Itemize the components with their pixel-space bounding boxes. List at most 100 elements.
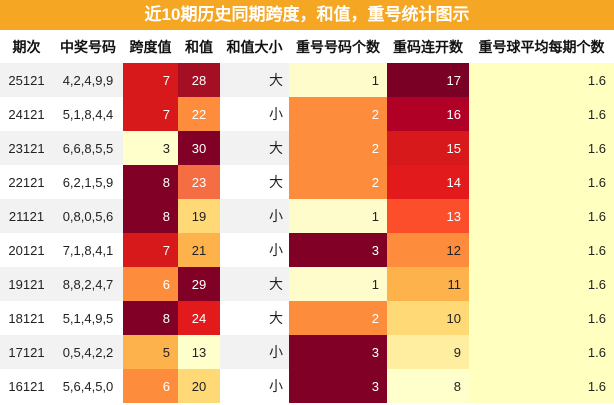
average-cell: 1.6 [469, 335, 614, 369]
repeat-count-cell: 2 [289, 165, 387, 199]
table-row: 18121 5,1,4,9,5 8 24 大 2 10 1.6 [0, 301, 614, 335]
span-cell: 6 [123, 267, 178, 301]
sum-size-cell: 大 [220, 63, 289, 97]
header-numbers: 中奖号码 [60, 38, 116, 55]
repeat-count-cell: 1 [289, 63, 387, 97]
average-cell: 1.6 [469, 301, 614, 335]
consecutive-cell: 9 [387, 335, 469, 369]
header-average: 重号球平均每期个数 [478, 38, 605, 55]
sum-cell: 19 [178, 199, 220, 233]
repeat-count-cell: 2 [289, 301, 387, 335]
consecutive-cell: 8 [387, 369, 469, 403]
span-cell: 7 [123, 233, 178, 267]
average-cell: 1.6 [469, 369, 614, 403]
header-issue: 期次 [12, 38, 41, 55]
issue-cell: 22121 [0, 165, 53, 199]
span-cell: 7 [123, 63, 178, 97]
table-row: 19121 8,8,2,4,7 6 29 大 1 11 1.6 [0, 267, 614, 301]
header-repeat-count: 重号号码个数 [296, 38, 380, 55]
numbers-cell: 8,8,2,4,7 [53, 267, 123, 301]
average-cell: 1.6 [469, 267, 614, 301]
sum-size-cell: 大 [220, 267, 289, 301]
issue-cell: 25121 [0, 63, 53, 97]
span-cell: 5 [123, 335, 178, 369]
issue-cell: 16121 [0, 369, 53, 403]
span-cell: 3 [123, 131, 178, 165]
repeat-count-cell: 3 [289, 369, 387, 403]
header-row: 期次 中奖号码 跨度值 和值 和值大小 重号号码个数 重码连开数 重号球平均每期… [0, 30, 614, 63]
issue-cell: 23121 [0, 131, 53, 165]
header-sum-size: 和值大小 [226, 38, 283, 55]
average-cell: 1.6 [469, 131, 614, 165]
span-cell: 7 [123, 97, 178, 131]
consecutive-cell: 11 [387, 267, 469, 301]
sum-cell: 30 [178, 131, 220, 165]
consecutive-cell: 14 [387, 165, 469, 199]
sum-size-cell: 小 [220, 369, 289, 403]
sum-size-cell: 小 [220, 335, 289, 369]
table-row: 24121 5,1,8,4,4 7 22 小 2 16 1.6 [0, 97, 614, 131]
repeat-count-cell: 1 [289, 199, 387, 233]
average-cell: 1.6 [469, 233, 614, 267]
issue-cell: 20121 [0, 233, 53, 267]
consecutive-cell: 16 [387, 97, 469, 131]
sum-size-cell: 小 [220, 199, 289, 233]
average-cell: 1.6 [469, 199, 614, 233]
sum-cell: 23 [178, 165, 220, 199]
table-row: 23121 6,6,8,5,5 3 30 大 2 15 1.6 [0, 131, 614, 165]
sum-cell: 13 [178, 335, 220, 369]
consecutive-cell: 12 [387, 233, 469, 267]
sum-size-cell: 大 [220, 131, 289, 165]
repeat-count-cell: 2 [289, 97, 387, 131]
issue-cell: 19121 [0, 267, 53, 301]
issue-cell: 18121 [0, 301, 53, 335]
sum-cell: 28 [178, 63, 220, 97]
sum-size-cell: 小 [220, 97, 289, 131]
numbers-cell: 6,6,8,5,5 [53, 131, 123, 165]
issue-cell: 21121 [0, 199, 53, 233]
sum-size-cell: 小 [220, 233, 289, 267]
table-row: 22121 6,2,1,5,9 8 23 大 2 14 1.6 [0, 165, 614, 199]
average-cell: 1.6 [469, 165, 614, 199]
numbers-cell: 6,2,1,5,9 [53, 165, 123, 199]
consecutive-cell: 10 [387, 301, 469, 335]
numbers-cell: 7,1,8,4,1 [53, 233, 123, 267]
numbers-cell: 4,2,4,9,9 [53, 63, 123, 97]
sum-cell: 22 [178, 97, 220, 131]
span-cell: 6 [123, 369, 178, 403]
repeat-count-cell: 3 [289, 335, 387, 369]
span-cell: 8 [123, 199, 178, 233]
numbers-cell: 0,5,4,2,2 [53, 335, 123, 369]
sum-cell: 20 [178, 369, 220, 403]
numbers-cell: 5,6,4,5,0 [53, 369, 123, 403]
numbers-cell: 0,8,0,5,6 [53, 199, 123, 233]
repeat-count-cell: 3 [289, 233, 387, 267]
chart-title: 近10期历史同期跨度，和值，重号统计图示 [0, 0, 614, 30]
span-cell: 8 [123, 165, 178, 199]
sum-size-cell: 大 [220, 301, 289, 335]
numbers-cell: 5,1,4,9,5 [53, 301, 123, 335]
consecutive-cell: 13 [387, 199, 469, 233]
numbers-cell: 5,1,8,4,4 [53, 97, 123, 131]
sum-size-cell: 大 [220, 165, 289, 199]
header-consecutive: 重码连开数 [393, 38, 463, 55]
average-cell: 1.6 [469, 63, 614, 97]
sum-cell: 24 [178, 301, 220, 335]
span-cell: 8 [123, 301, 178, 335]
header-sum: 和值 [185, 38, 213, 55]
sum-cell: 29 [178, 267, 220, 301]
header-span: 跨度值 [129, 38, 172, 55]
sum-cell: 21 [178, 233, 220, 267]
average-cell: 1.6 [469, 97, 614, 131]
table-row: 20121 7,1,8,4,1 7 21 小 3 12 1.6 [0, 233, 614, 267]
table-row: 17121 0,5,4,2,2 5 13 小 3 9 1.6 [0, 335, 614, 369]
table-row: 21121 0,8,0,5,6 8 19 小 1 13 1.6 [0, 199, 614, 233]
consecutive-cell: 15 [387, 131, 469, 165]
repeat-count-cell: 1 [289, 267, 387, 301]
issue-cell: 17121 [0, 335, 53, 369]
table-row: 25121 4,2,4,9,9 7 28 大 1 17 1.6 [0, 63, 614, 97]
issue-cell: 24121 [0, 97, 53, 131]
stats-table: 期次 中奖号码 跨度值 和值 和值大小 重号号码个数 重码连开数 重号球平均每期… [0, 30, 614, 403]
repeat-count-cell: 2 [289, 131, 387, 165]
table-row: 16121 5,6,4,5,0 6 20 小 3 8 1.6 [0, 369, 614, 403]
